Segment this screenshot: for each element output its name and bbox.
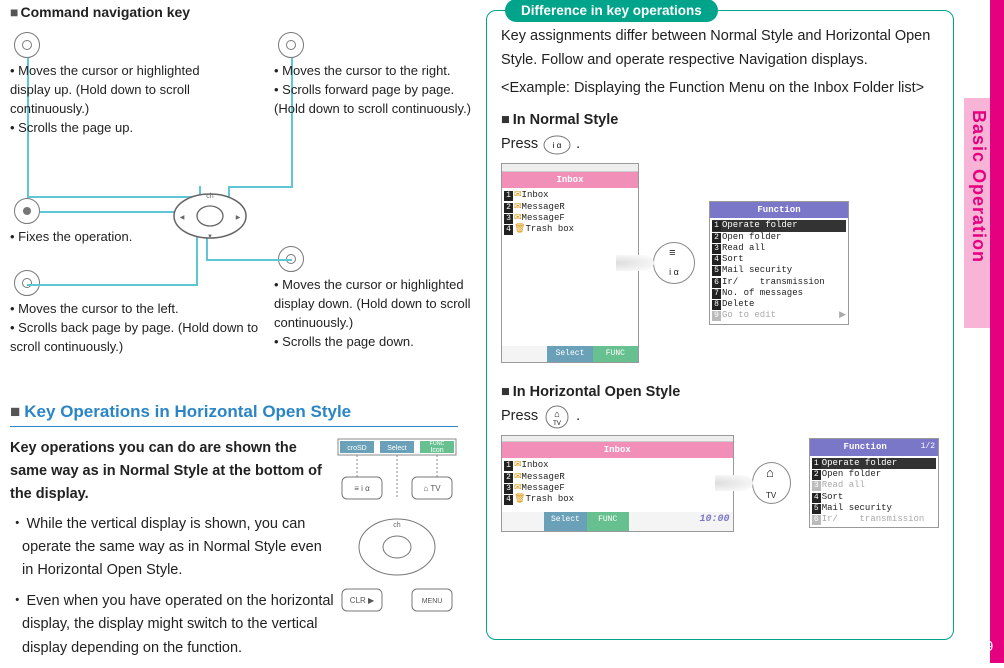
navkey-diagram: ch ▼ ◀ ▶ Moves the cursor or highlighted… bbox=[10, 26, 458, 396]
diff-intro-2: <Example: Displaying the Function Menu o… bbox=[501, 77, 939, 101]
svg-text:◀: ◀ bbox=[180, 215, 185, 221]
diff-intro-1: Key assignments differ between Normal St… bbox=[501, 25, 939, 73]
svg-text:Select: Select bbox=[387, 445, 407, 452]
nav-center-text: Fixes the operation. bbox=[10, 228, 230, 247]
diff-box-title: Difference in key operations bbox=[505, 0, 718, 22]
side-tab: Basic Operation 29 bbox=[964, 0, 1004, 663]
screenshot-func-horizontal: Function1/2 1Operate folder 2Open folder… bbox=[809, 438, 939, 528]
hos-text: Key operations you can do are shown the … bbox=[10, 437, 336, 668]
nav-up-text: Moves the cursor or highlighted display … bbox=[10, 62, 240, 137]
side-tab-label: Basic Operation bbox=[968, 110, 989, 263]
svg-text:croSD: croSD bbox=[347, 445, 366, 452]
nav-down-text: Moves the cursor or highlighted display … bbox=[274, 276, 484, 351]
svg-text:CLR ▶: CLR ▶ bbox=[350, 596, 375, 605]
nav-left-text: Moves the cursor to the left. Scrolls ba… bbox=[10, 300, 260, 357]
press-horizontal: Press ⌂TV . bbox=[501, 405, 939, 429]
svg-text:⌂ TV: ⌂ TV bbox=[423, 484, 441, 493]
nav-right-icon bbox=[278, 32, 304, 58]
heading-in-normal: ■In Normal Style bbox=[501, 109, 939, 133]
press-icon-normal: ≡i α bbox=[653, 242, 695, 284]
nav-center-icon bbox=[14, 198, 40, 224]
svg-text:▶: ▶ bbox=[236, 215, 241, 221]
press-icon-horizontal: ⌂TV bbox=[752, 462, 791, 504]
nav-right-text: Moves the cursor to the right. Scrolls f… bbox=[274, 62, 474, 119]
svg-text:ch: ch bbox=[206, 193, 214, 200]
svg-text:TV: TV bbox=[553, 421, 561, 427]
heading-command-nav: ■Command navigation key bbox=[10, 4, 458, 20]
svg-text:MENU: MENU bbox=[422, 598, 443, 605]
svg-text:ch: ch bbox=[393, 522, 401, 529]
screenshot-inbox-horizontal: Inbox 1✉Inbox 2✉MessageR 3✉MessageF 4🗑Tr… bbox=[501, 435, 734, 532]
svg-text:i α: i α bbox=[553, 141, 562, 150]
press-normal: Press i α . bbox=[501, 133, 939, 157]
svg-text:Icon: Icon bbox=[430, 447, 443, 454]
heading-horizontal-open: ■Key Operations in Horizontal Open Style bbox=[10, 402, 458, 427]
nav-left-icon bbox=[14, 270, 40, 296]
svg-text:≡ i α: ≡ i α bbox=[354, 484, 370, 493]
heading-in-horizontal: ■In Horizontal Open Style bbox=[501, 381, 939, 405]
svg-text:⌂: ⌂ bbox=[554, 409, 559, 419]
hos-device-diagram: croSD Select FUNC Icon ≡ i α ⌂ TV bbox=[336, 437, 458, 668]
page-number: 29 bbox=[970, 638, 1000, 655]
screenshot-func-normal: Function 1Operate folder 2Open folder 3R… bbox=[709, 201, 849, 325]
nav-up-icon bbox=[14, 32, 40, 58]
